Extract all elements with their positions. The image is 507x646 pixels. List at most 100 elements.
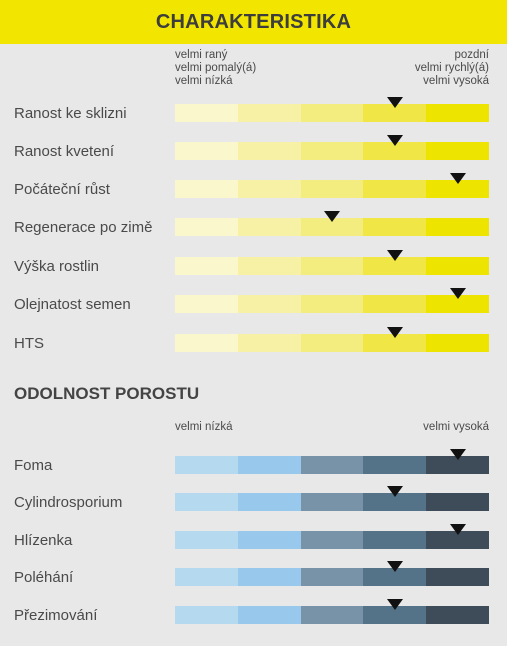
scale-segment-3 [300,295,364,313]
scale-segment-1 [175,142,238,160]
scale-segment-3 [300,257,364,275]
legend-high-line: pozdní [454,49,489,61]
scale-segment-3 [300,568,364,586]
level-marker-icon [386,599,403,610]
scale-segment-1 [175,257,238,275]
characteristics-legend-low: velmi raný velmi pomalý(á) velmi nízká [175,49,256,88]
scale-segment-2 [237,295,301,313]
scale-segment-5 [426,295,489,313]
scale-segment-3 [300,180,364,198]
characteristic-scale-bar [175,257,489,275]
level-marker-icon [324,211,340,222]
resistance-scale-bar [175,568,489,586]
resistance-scale-bar [175,531,489,549]
scale-segment-2 [237,218,301,236]
scale-segment-5 [426,180,489,198]
scale-segment-5 [426,493,489,511]
scale-segment-3 [300,334,364,352]
legend-high-line: velmi vysoká [423,75,489,87]
scale-segment-5 [426,568,489,586]
characteristic-scale-bar [175,104,489,122]
scale-segment-5 [426,104,489,122]
legend-low-line: velmi nízká [175,75,233,87]
scale-segment-3 [300,218,364,236]
resistance-row-label: Foma [14,457,53,474]
characteristic-scale-bar [175,218,489,236]
scale-segment-2 [237,606,301,624]
level-marker-icon [386,486,403,497]
resistance-legend-high: velmi vysoká [423,421,489,434]
scale-segment-2 [237,493,301,511]
legend-low-line: velmi raný [175,49,228,61]
scale-segment-4 [363,257,427,275]
scale-segment-5 [426,334,489,352]
level-marker-icon [449,288,466,299]
resistance-row-label: Poléhání [14,569,74,586]
scale-segment-5 [426,531,489,549]
scale-segment-2 [237,531,301,549]
scale-segment-4 [363,334,427,352]
resistance-row-label: Hlízenka [14,532,73,549]
resistance-section-title: ODOLNOST POROSTU [14,384,200,403]
level-marker-icon [386,327,403,338]
characteristic-row-label: HTS [14,335,44,352]
level-marker-icon [386,97,403,108]
characteristics-legend-high: pozdní velmi rychlý(á) velmi vysoká [415,49,489,88]
level-marker-icon [386,135,403,146]
characteristic-row-label: Výška rostlin [14,258,100,275]
characteristic-row-label: Olejnatost semen [14,296,131,313]
scale-segment-3 [300,606,364,624]
level-marker-icon [449,449,466,460]
characteristic-row-label: Počáteční růst [14,181,110,198]
level-marker-icon [449,173,466,184]
scale-segment-3 [300,493,364,511]
scale-segment-2 [237,334,301,352]
scale-segment-5 [426,257,489,275]
scale-segment-2 [237,568,301,586]
scale-segment-1 [175,334,238,352]
scale-segment-2 [237,456,301,474]
scale-segment-1 [175,456,238,474]
level-marker-icon [449,524,466,535]
scale-segment-4 [363,295,427,313]
legend-low-line: velmi nízká [175,421,233,433]
scale-segment-4 [363,218,427,236]
characteristic-row-label: Regenerace po zimě [14,219,153,236]
scale-segment-4 [363,531,427,549]
characteristic-row-label: Ranost kvetení [14,143,115,160]
scale-segment-4 [363,493,427,511]
resistance-row-label: Cylindrosporium [14,494,123,511]
scale-segment-5 [426,456,489,474]
characteristic-scale-bar [175,295,489,313]
scale-segment-5 [426,218,489,236]
scale-segment-3 [300,456,364,474]
scale-segment-3 [300,104,364,122]
level-marker-icon [386,250,403,261]
scale-segment-1 [175,568,238,586]
resistance-scale-bar [175,493,489,511]
scale-segment-1 [175,295,238,313]
scale-segment-2 [237,104,301,122]
scale-segment-4 [363,606,427,624]
resistance-row-label: Přezimování [14,607,98,624]
scale-segment-3 [300,531,364,549]
scale-segment-1 [175,180,238,198]
legend-low-line: velmi pomalý(á) [175,62,257,74]
header-banner: CHARAKTERISTIKA [0,0,507,44]
scale-segment-1 [175,104,238,122]
characteristic-scale-bar [175,334,489,352]
scale-segment-2 [237,142,301,160]
scale-segment-3 [300,142,364,160]
scale-segment-2 [237,257,301,275]
legend-high-line: velmi rychlý(á) [414,62,489,74]
scale-segment-4 [363,456,427,474]
page-title: CHARAKTERISTIKA [155,10,352,33]
scale-segment-1 [175,531,238,549]
resistance-scale-bar [175,456,489,474]
resistance-legend-low: velmi nízká [175,421,233,434]
level-marker-icon [386,561,403,572]
scale-segment-4 [363,180,427,198]
characteristic-scale-bar [175,142,489,160]
scale-segment-1 [175,218,238,236]
resistance-scale-bar [175,606,489,624]
